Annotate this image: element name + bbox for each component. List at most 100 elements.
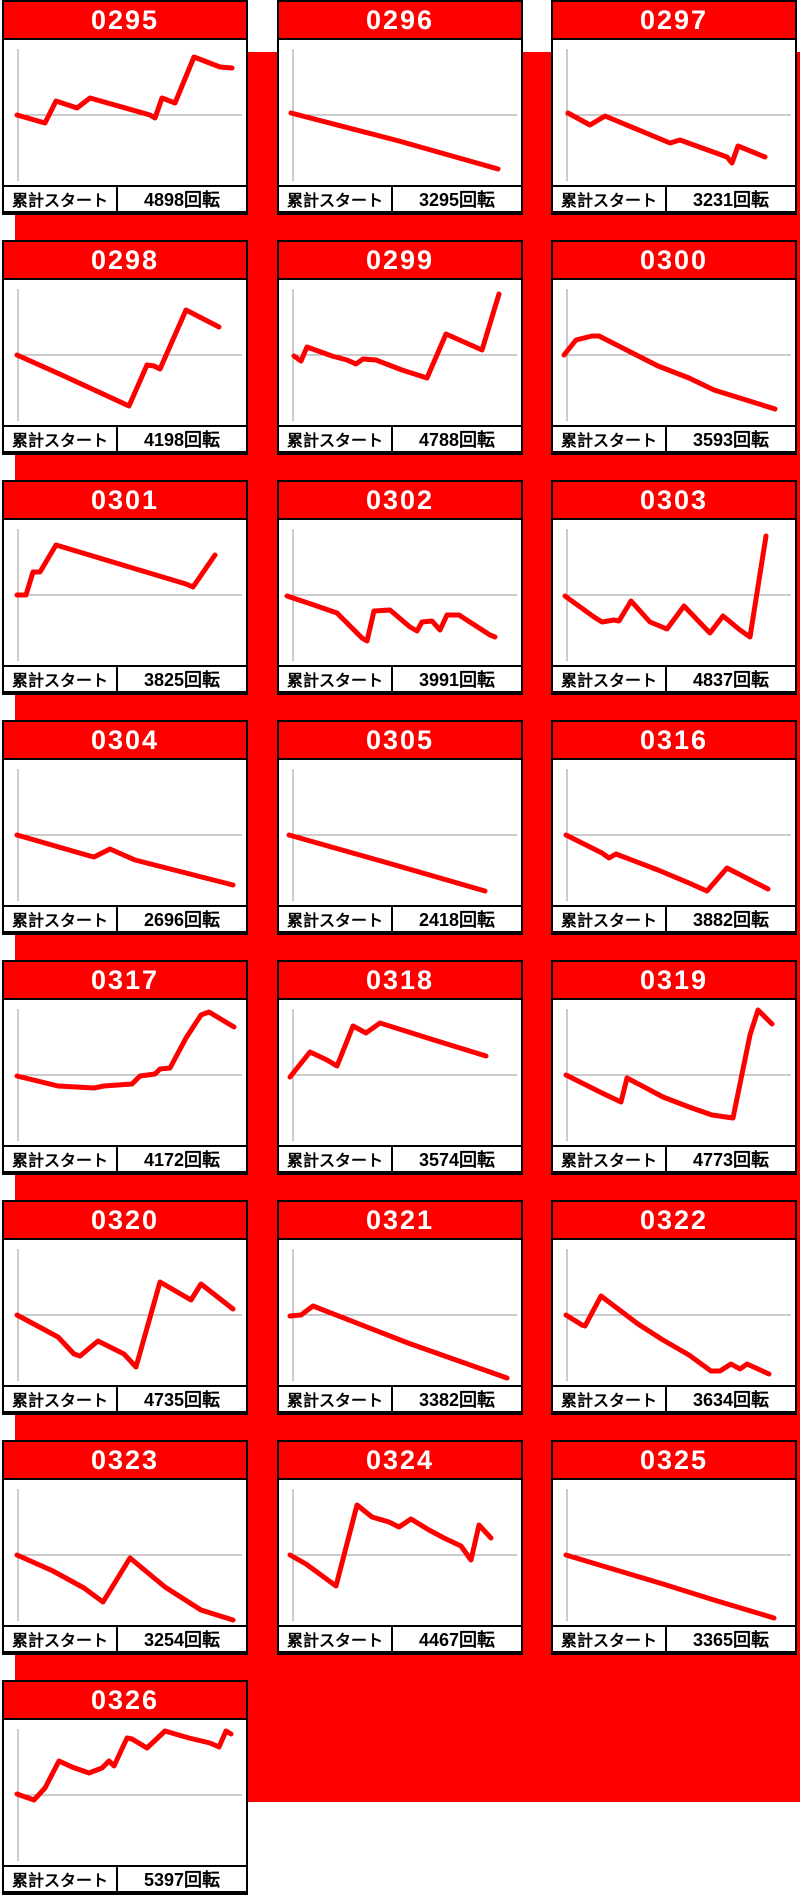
machine-card: 0299 累計スタート 4788回転 (277, 240, 523, 455)
machine-number: 0295 (4, 2, 246, 40)
cumulative-start-value: 2418回転 (418, 910, 496, 930)
cumulative-start-label: 累計スタート (553, 907, 667, 931)
machine-number: 0326 (4, 1682, 246, 1720)
sparkline-svg (291, 289, 517, 421)
cumulative-start-value: 4467回転 (418, 1630, 496, 1650)
cumulative-start-label: 累計スタート (553, 1627, 667, 1651)
machine-number: 0297 (553, 2, 795, 40)
cumulative-start-row: 累計スタート 3365回転 (553, 1625, 795, 1651)
sparkline-svg (14, 529, 242, 661)
payout-sparkline-chart (4, 40, 246, 185)
machine-card: 0317 累計スタート 4172回転 (2, 960, 248, 1175)
cumulative-start-label: 累計スタート (4, 907, 118, 931)
machine-number: 0318 (279, 962, 521, 1000)
cumulative-start-value: 3634回転 (692, 1390, 770, 1410)
sparkline-svg (288, 49, 517, 181)
cumulative-start-value: 3991回転 (418, 670, 496, 690)
cumulative-start-label: 累計スタート (553, 1147, 667, 1171)
cumulative-start-label: 累計スタート (4, 1867, 118, 1891)
payout-line (14, 1552, 236, 1623)
payout-line (562, 533, 769, 640)
cumulative-start-row: 累計スタート 3991回転 (279, 665, 521, 691)
cumulative-start-row: 累計スタート 3593回転 (553, 425, 795, 451)
cumulative-start-value: 3882回転 (692, 910, 770, 930)
cumulative-start-label: 累計スタート (279, 1387, 393, 1411)
payout-line (284, 593, 498, 644)
machine-card: 0297 累計スタート 3231回転 (551, 0, 797, 215)
machine-card: 0305 累計スタート 2418回転 (277, 720, 523, 935)
machine-card: 0319 累計スタート 4773回転 (551, 960, 797, 1175)
machine-card: 0303 累計スタート 4837回転 (551, 480, 797, 695)
payout-line (287, 1303, 510, 1381)
machine-card: 0318 累計スタート 3574回転 (277, 960, 523, 1175)
sparkline-svg (286, 769, 517, 901)
machine-number: 0305 (279, 722, 521, 760)
machine-card: 0326 累計スタート 5397回転 (2, 1680, 248, 1895)
payout-sparkline-chart (4, 760, 246, 905)
machine-number: 0319 (553, 962, 795, 1000)
cumulative-start-value: 3295回転 (418, 190, 496, 210)
sparkline-svg (287, 1489, 517, 1621)
payout-sparkline-chart (279, 1240, 521, 1385)
sparkline-svg (14, 769, 242, 901)
cumulative-start-label: 累計スタート (553, 427, 667, 451)
cumulative-start-row: 累計スタート 4467回転 (279, 1625, 521, 1651)
machine-number: 0325 (553, 1442, 795, 1480)
payout-line (14, 542, 218, 598)
cumulative-start-row: 累計スタート 4898回転 (4, 185, 246, 211)
cumulative-start-value: 3382回転 (418, 1390, 496, 1410)
payout-sparkline-chart (553, 1000, 795, 1145)
cumulative-start-row: 累計スタート 3825回転 (4, 665, 246, 691)
cumulative-start-label: 累計スタート (553, 187, 667, 211)
cumulative-start-label: 累計スタート (4, 1147, 118, 1171)
machine-number: 0301 (4, 482, 246, 520)
cumulative-start-value: 4198回転 (143, 430, 221, 450)
sparkline-svg (287, 1249, 517, 1381)
machine-number: 0298 (4, 242, 246, 280)
cumulative-start-value: 3825回転 (143, 670, 221, 690)
sparkline-svg (284, 529, 517, 661)
machine-number: 0296 (279, 2, 521, 40)
cumulative-start-label: 累計スタート (4, 187, 118, 211)
payout-sparkline-chart (4, 1720, 246, 1865)
cumulative-start-label: 累計スタート (553, 1387, 667, 1411)
cumulative-start-row: 累計スタート 3382回転 (279, 1385, 521, 1411)
payout-sparkline-chart (4, 1000, 246, 1145)
cumulative-start-label: 累計スタート (279, 1147, 393, 1171)
machine-number: 0321 (279, 1202, 521, 1240)
payout-line (286, 832, 488, 894)
machine-card: 0322 累計スタート 3634回転 (551, 1200, 797, 1415)
cumulative-start-row: 累計スタート 3882回転 (553, 905, 795, 931)
machine-number: 0300 (553, 242, 795, 280)
payout-sparkline-chart (553, 280, 795, 425)
cumulative-start-row: 累計スタート 5397回転 (4, 1865, 246, 1891)
sparkline-svg (14, 1489, 242, 1623)
cumulative-start-value: 4837回転 (692, 670, 770, 690)
sparkline-svg (563, 1249, 791, 1381)
machine-number: 0323 (4, 1442, 246, 1480)
sparkline-svg (14, 1728, 242, 1861)
cumulative-start-row: 累計スタート 4837回転 (553, 665, 795, 691)
cumulative-start-label: 累計スタート (4, 427, 118, 451)
payout-line (14, 1279, 236, 1370)
payout-line (14, 307, 222, 409)
machine-number: 0320 (4, 1202, 246, 1240)
cumulative-start-value: 4735回転 (143, 1390, 221, 1410)
payout-sparkline-chart (279, 1480, 521, 1625)
cumulative-start-label: 累計スタート (279, 907, 393, 931)
cumulative-start-value: 3574回転 (418, 1150, 496, 1170)
machine-card: 0323 累計スタート 3254回転 (2, 1440, 248, 1655)
cumulative-start-value: 4788回転 (418, 430, 496, 450)
cumulative-start-label: 累計スタート (279, 427, 393, 451)
payout-sparkline-chart (279, 40, 521, 185)
machine-number: 0302 (279, 482, 521, 520)
cumulative-start-value: 3593回転 (692, 430, 770, 450)
sparkline-svg (563, 769, 791, 901)
machine-number: 0303 (553, 482, 795, 520)
payout-sparkline-chart (4, 1480, 246, 1625)
machine-number: 0299 (279, 242, 521, 280)
cumulative-start-value: 2696回転 (143, 910, 221, 930)
payout-sparkline-chart (279, 1000, 521, 1145)
machine-number: 0324 (279, 1442, 521, 1480)
